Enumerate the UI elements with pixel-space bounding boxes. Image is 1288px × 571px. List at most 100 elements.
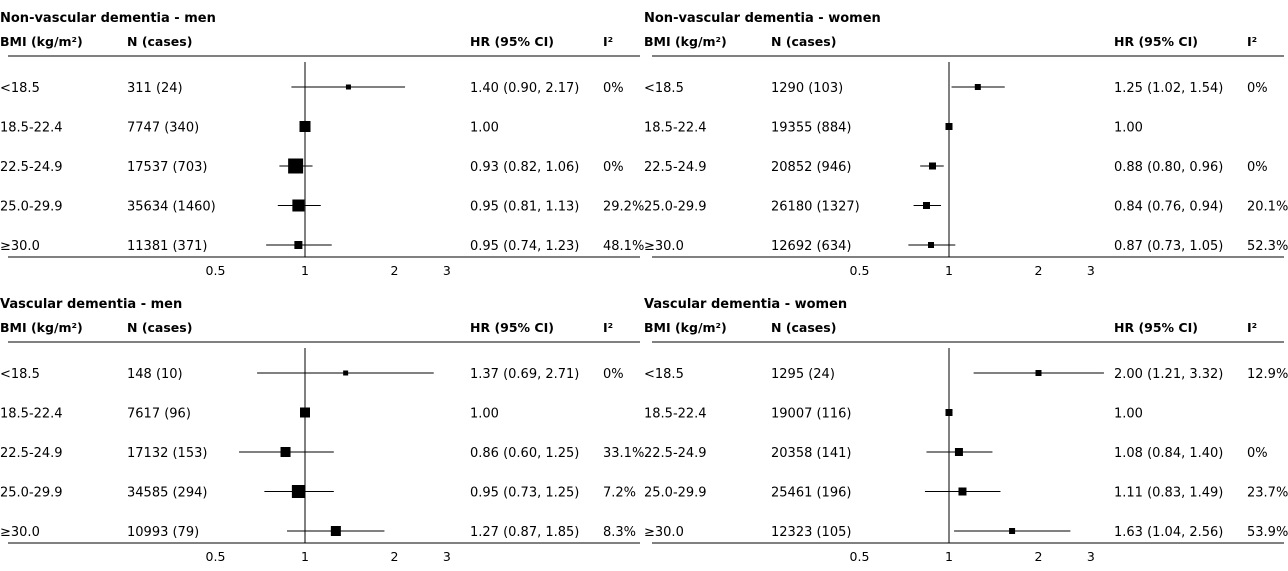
row-n-cases: 12323 (105) (771, 525, 851, 540)
row-bmi-label: ≥30.0 (644, 525, 684, 540)
column-header-i2: I² (603, 34, 613, 49)
row-hr-ci: 1.08 (0.84, 1.40) (1114, 446, 1223, 461)
hr-point-box (974, 84, 981, 90)
hr-point-box (945, 123, 953, 130)
row-hr-ci: 1.37 (0.69, 2.71) (470, 367, 579, 382)
forest-panel-vascular-women: Vascular dementia - women BMI (kg/m²) N (c… (644, 286, 1288, 571)
hr-point-box (294, 241, 303, 249)
row-hr-ci: 1.00 (470, 121, 499, 136)
row-n-cases: 10993 (79) (127, 525, 199, 540)
row-hr-ci: 2.00 (1.21, 3.32) (1114, 367, 1223, 382)
row-n-cases: 20358 (141) (771, 446, 851, 461)
forest-plot-svg: Vascular dementia - women BMI (kg/m²) N (c… (644, 297, 1288, 564)
row-bmi-label: ≥30.0 (644, 239, 684, 254)
x-tick-label: 3 (1087, 263, 1095, 278)
x-tick-label: 2 (391, 549, 399, 564)
x-tick-label: 1 (945, 263, 953, 278)
column-header-hr: HR (95% CI) (470, 320, 554, 335)
hr-point-box (1009, 528, 1016, 534)
hr-point-box (958, 487, 967, 496)
hr-point-box (291, 485, 305, 498)
row-hr-ci: 1.40 (0.90, 2.17) (470, 81, 579, 96)
column-header-i2: I² (1247, 34, 1257, 49)
x-tick-label: 3 (1087, 549, 1095, 564)
row-i2: 0% (1247, 81, 1268, 96)
x-tick-label: 2 (1035, 263, 1043, 278)
row-i2: 29.2% (603, 200, 644, 215)
row-hr-ci: 0.95 (0.81, 1.13) (470, 200, 579, 215)
row-n-cases: 17132 (153) (127, 446, 207, 461)
column-header-n: N (cases) (127, 320, 192, 335)
row-bmi-label: 25.0-29.9 (0, 200, 63, 215)
hr-point-box (345, 84, 351, 90)
panel-title: Non-vascular dementia - men (0, 11, 216, 26)
x-tick-label: 0.5 (850, 263, 870, 278)
x-tick-label: 2 (1035, 549, 1043, 564)
row-n-cases: 35634 (1460) (127, 200, 216, 215)
row-bmi-label: 22.5-24.9 (0, 446, 63, 461)
row-bmi-label: <18.5 (0, 81, 40, 96)
row-n-cases: 25461 (196) (771, 486, 851, 501)
x-tick-label: 3 (443, 263, 451, 278)
x-tick-label: 0.5 (850, 549, 870, 564)
row-n-cases: 7617 (96) (127, 407, 191, 422)
forest-plot-svg: Non-vascular dementia - men BMI (kg/m²) N … (0, 11, 644, 278)
row-bmi-label: 18.5-22.4 (644, 121, 707, 136)
row-n-cases: 311 (24) (127, 81, 183, 96)
row-i2: 20.1% (1247, 200, 1288, 215)
row-i2: 48.1% (603, 239, 644, 254)
row-n-cases: 1290 (103) (771, 81, 843, 96)
row-n-cases: 12692 (634) (771, 239, 851, 254)
row-bmi-label: 18.5-22.4 (644, 407, 707, 422)
row-hr-ci: 1.27 (0.87, 1.85) (470, 525, 579, 540)
forest-panel-nonvascular-women: Non-vascular dementia - women BMI (kg/m²)… (644, 0, 1288, 285)
hr-point-box (1035, 370, 1042, 376)
row-n-cases: 34585 (294) (127, 486, 207, 501)
row-hr-ci: 0.95 (0.74, 1.23) (470, 239, 579, 254)
x-tick-label: 2 (391, 263, 399, 278)
row-hr-ci: 1.00 (1114, 121, 1143, 136)
row-hr-ci: 0.87 (0.73, 1.05) (1114, 239, 1223, 254)
panel-title: Vascular dementia - women (644, 297, 847, 312)
hr-point-box (299, 121, 311, 132)
hr-point-box (343, 370, 349, 376)
column-header-bmi: BMI (kg/m²) (644, 320, 727, 335)
row-bmi-label: 25.0-29.9 (644, 200, 707, 215)
x-tick-label: 1 (301, 263, 309, 278)
column-header-n: N (cases) (127, 34, 192, 49)
hr-point-box (292, 199, 305, 212)
column-header-hr: HR (95% CI) (470, 34, 554, 49)
row-i2: 0% (1247, 446, 1268, 461)
row-i2: 8.3% (603, 525, 636, 540)
row-hr-ci: 0.86 (0.60, 1.25) (470, 446, 579, 461)
column-header-hr: HR (95% CI) (1114, 34, 1198, 49)
panel-title: Vascular dementia - men (0, 297, 182, 312)
row-n-cases: 148 (10) (127, 367, 183, 382)
row-i2: 0% (603, 160, 624, 175)
row-i2: 23.7% (1247, 486, 1288, 501)
column-header-bmi: BMI (kg/m²) (0, 320, 83, 335)
row-hr-ci: 1.11 (0.83, 1.49) (1114, 486, 1223, 501)
row-n-cases: 17537 (703) (127, 160, 207, 175)
forest-panel-vascular-men: Vascular dementia - men BMI (kg/m²) N (cas… (0, 286, 644, 571)
x-tick-label: 0.5 (206, 549, 226, 564)
row-hr-ci: 1.00 (470, 407, 499, 422)
hr-point-box (280, 447, 291, 457)
row-i2: 33.1% (603, 446, 644, 461)
x-tick-label: 3 (443, 549, 451, 564)
row-i2: 0% (603, 81, 624, 96)
row-bmi-label: 22.5-24.9 (0, 160, 63, 175)
row-n-cases: 11381 (371) (127, 239, 207, 254)
row-n-cases: 7747 (340) (127, 121, 199, 136)
hr-point-box (928, 242, 935, 248)
row-hr-ci: 0.88 (0.80, 0.96) (1114, 160, 1223, 175)
x-tick-label: 1 (945, 549, 953, 564)
row-hr-ci: 0.95 (0.73, 1.25) (470, 486, 579, 501)
row-n-cases: 19355 (884) (771, 121, 851, 136)
forest-plot-svg: Non-vascular dementia - women BMI (kg/m²)… (644, 11, 1288, 278)
row-i2: 53.9% (1247, 525, 1288, 540)
hr-point-box (922, 202, 930, 209)
column-header-bmi: BMI (kg/m²) (0, 34, 83, 49)
row-n-cases: 19007 (116) (771, 407, 851, 422)
row-i2: 12.9% (1247, 367, 1288, 382)
